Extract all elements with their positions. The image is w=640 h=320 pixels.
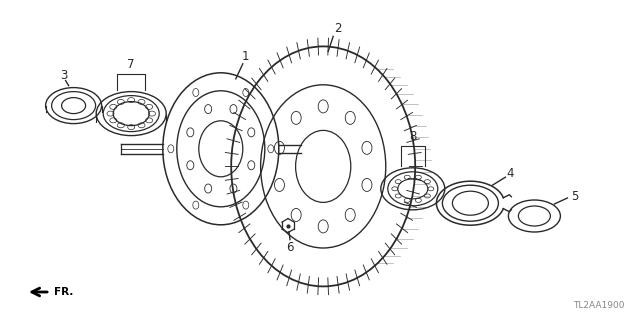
Text: FR.: FR.	[54, 287, 74, 297]
Text: 3: 3	[60, 69, 67, 82]
Text: 1: 1	[242, 50, 250, 63]
Text: 7: 7	[127, 58, 135, 71]
Text: TL2AA1900: TL2AA1900	[573, 301, 625, 310]
Text: 2: 2	[335, 22, 342, 35]
Text: 5: 5	[571, 189, 578, 203]
Text: 8: 8	[409, 130, 417, 143]
Text: 6: 6	[286, 241, 294, 254]
Text: 4: 4	[507, 167, 514, 180]
